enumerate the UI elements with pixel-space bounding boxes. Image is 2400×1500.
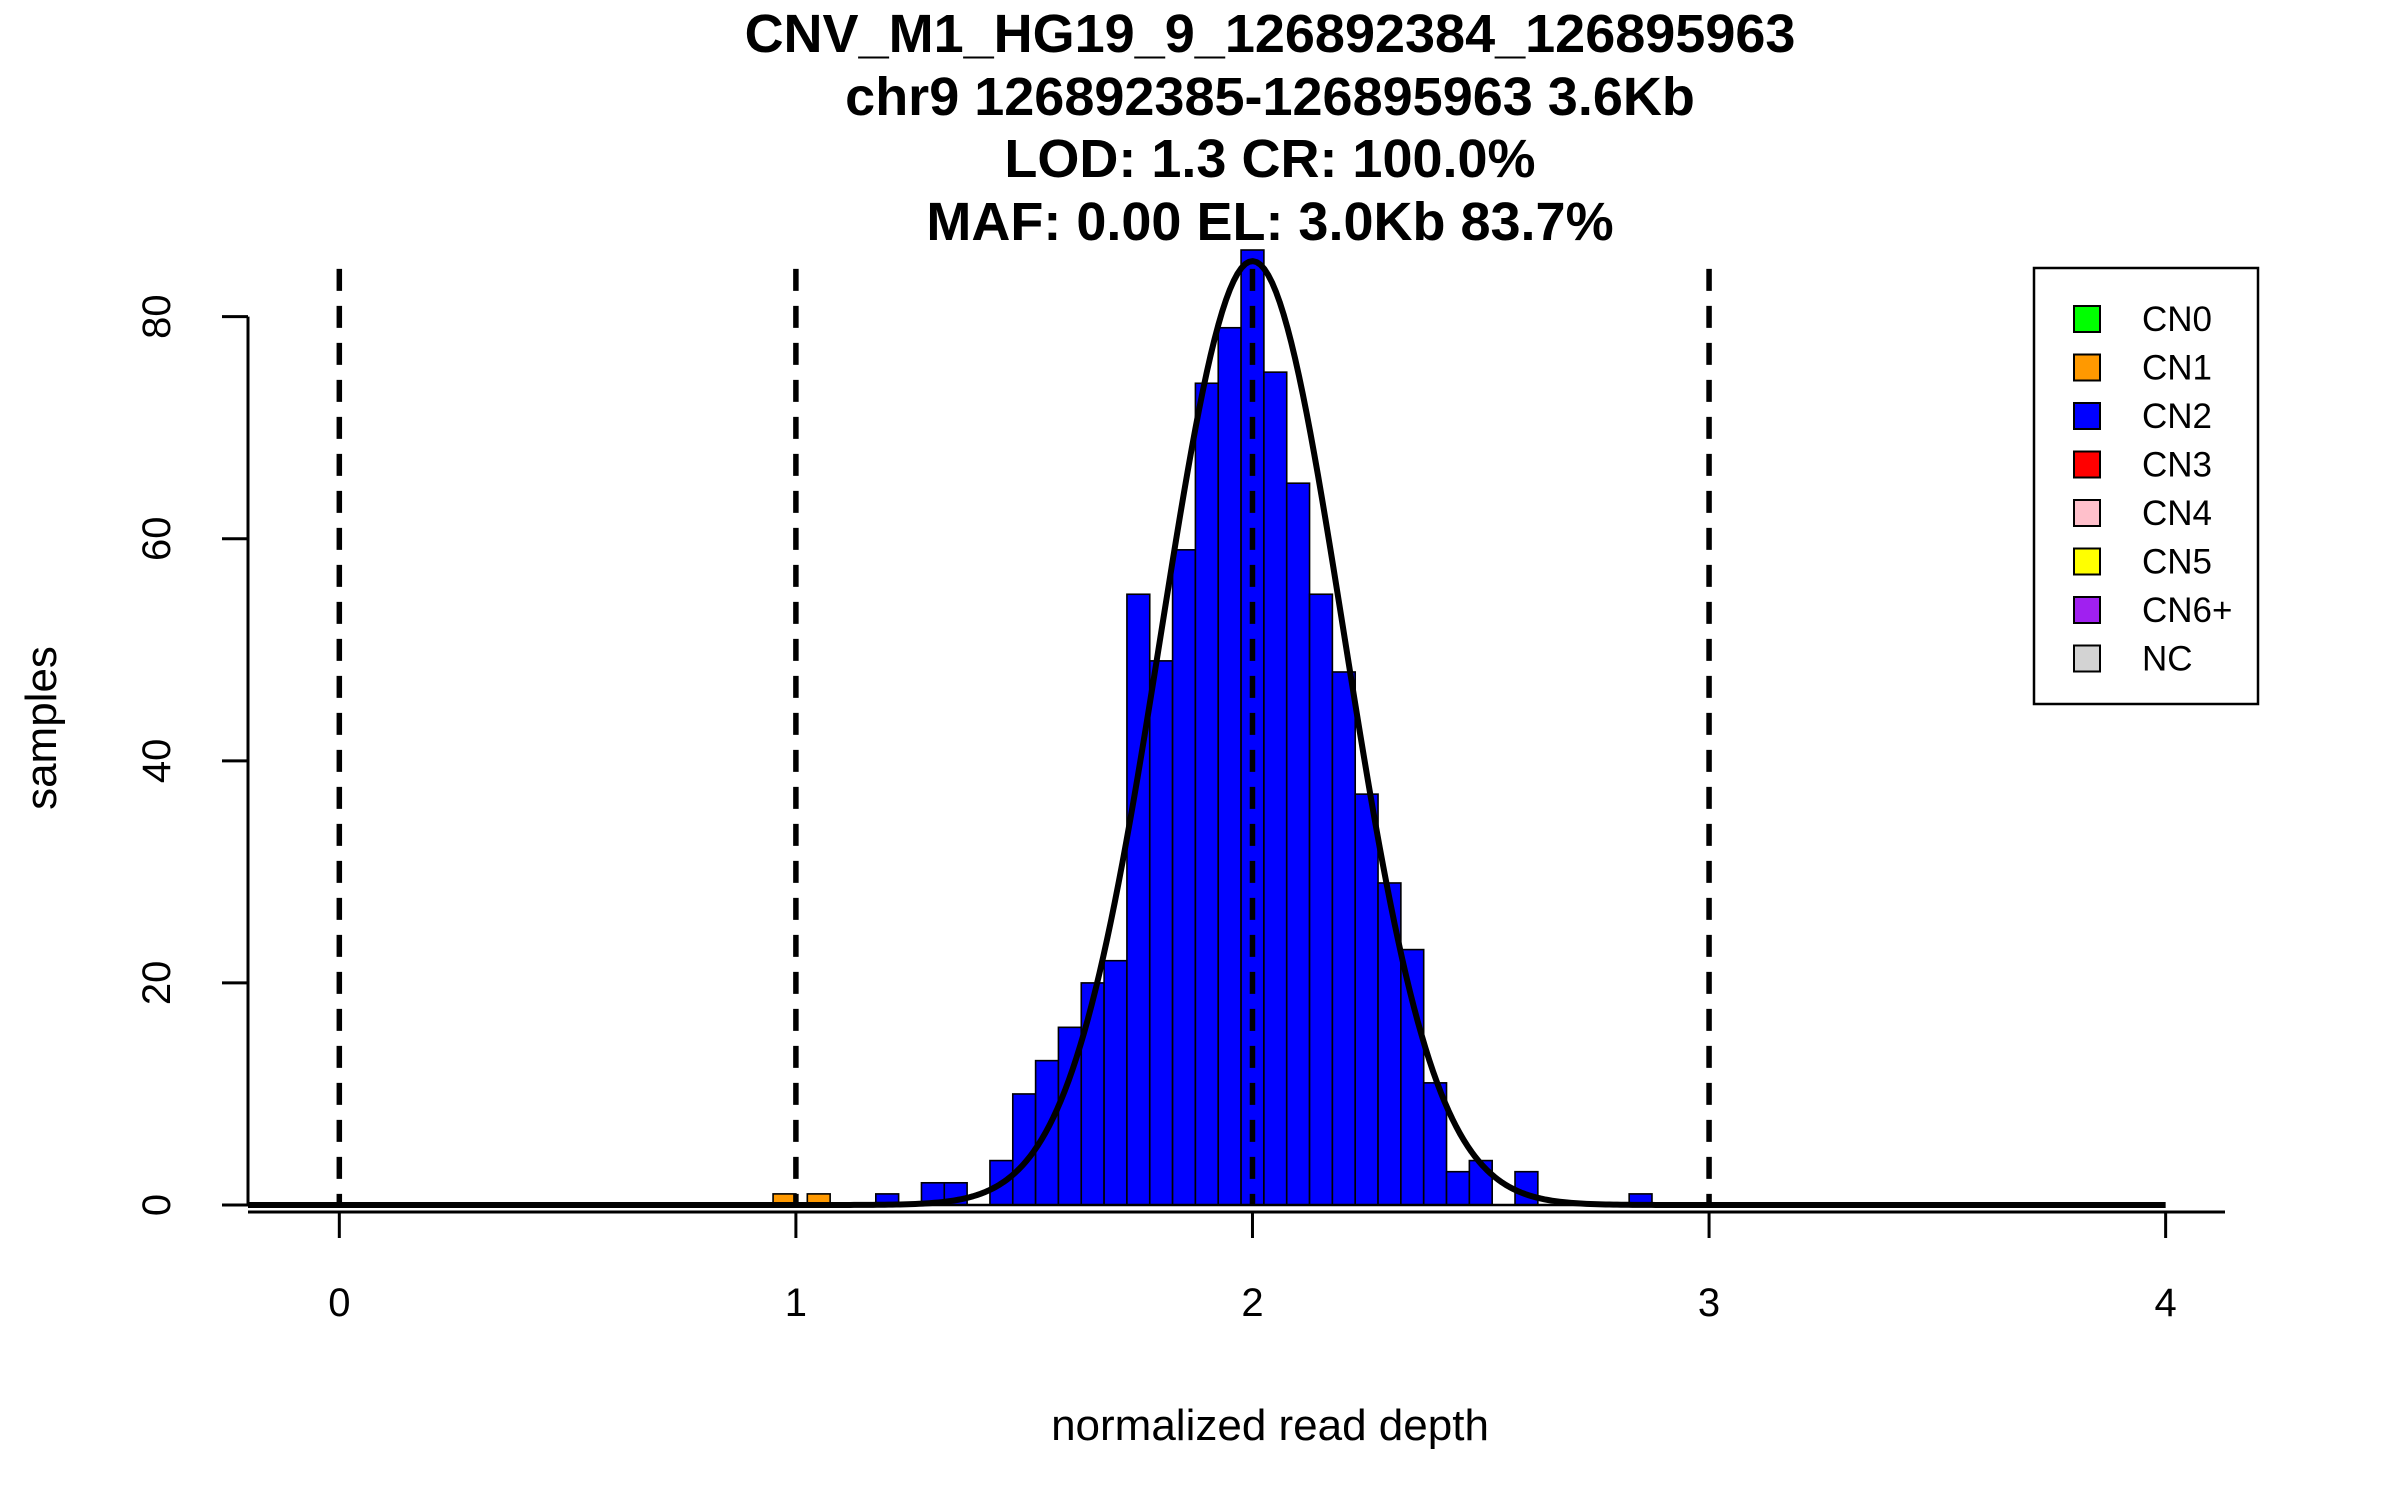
histogram-bar-cn2-15 xyxy=(1263,371,1288,1206)
fitted-density-curve xyxy=(248,258,2166,1208)
y-tick-label-20: 20 xyxy=(135,961,179,1006)
histogram-bar-cn2-10 xyxy=(1148,660,1174,1206)
title-line-maf: MAF: 0.00 EL: 3.0Kb 83.7% xyxy=(926,192,1613,252)
x-tick-label-0: 0 xyxy=(328,1281,350,1325)
histogram-bar-cn2-21 xyxy=(1400,948,1425,1206)
legend-swatch-cn1 xyxy=(2073,353,2101,382)
y-tick-label-80: 80 xyxy=(135,294,179,339)
legend-label-cn6plus: CN6+ xyxy=(2142,591,2232,630)
histogram-bar-cn2-9 xyxy=(1126,593,1151,1206)
legend-label-cn4: CN4 xyxy=(2142,494,2212,533)
histogram-bar-cn2-11 xyxy=(1171,549,1197,1206)
title-line-region: chr9 126892385-126895963 3.6Kb xyxy=(845,67,1695,127)
histogram-bar-cn2-12 xyxy=(1194,382,1220,1206)
y-axis-title: samples xyxy=(17,646,66,810)
legend-label-cn2: CN2 xyxy=(2142,397,2212,436)
legend-label-cn3: CN3 xyxy=(2142,446,2212,485)
legend-swatch-cn4 xyxy=(2073,499,2101,527)
legend-swatch-cn3 xyxy=(2073,450,2101,479)
legend-label-cn5: CN5 xyxy=(2142,543,2212,582)
histogram-bar-cn2-8 xyxy=(1103,959,1128,1206)
x-tick-label-3: 3 xyxy=(1698,1281,1720,1325)
x-axis-title: normalized read depth xyxy=(1051,1401,1489,1450)
title-line-lod: LOD: 1.3 CR: 100.0% xyxy=(1004,129,1535,189)
y-tick-label-0: 0 xyxy=(135,1194,179,1216)
legend-box xyxy=(2032,266,2260,706)
legend-swatch-cn2 xyxy=(2073,402,2101,430)
legend-label-cn0: CN0 xyxy=(2142,300,2212,339)
legend-swatch-cn5 xyxy=(2073,547,2101,576)
histogram-bar-cn2-18 xyxy=(1331,671,1357,1206)
y-tick-label-40: 40 xyxy=(135,739,179,784)
legend-label-cn1: CN1 xyxy=(2142,349,2212,388)
histogram-bar-cn2-13 xyxy=(1217,326,1242,1206)
histogram-bar-cn2-23 xyxy=(1445,1170,1471,1206)
histogram-bar-cn2-19 xyxy=(1354,793,1379,1206)
histogram-bars xyxy=(772,249,1653,1206)
legend-swatch-cn0 xyxy=(2073,305,2101,333)
title-line-cnv-id: CNV_M1_HG19_9_126892384_126895963 xyxy=(745,4,1796,64)
x-axis: 0 1 2 3 4 xyxy=(248,1210,2225,1325)
x-tick-label-2: 2 xyxy=(1241,1281,1263,1325)
x-tick-label-4: 4 xyxy=(2155,1281,2177,1325)
legend-label-nc: NC xyxy=(2142,640,2193,679)
histogram-bar-cn2-17 xyxy=(1308,593,1334,1206)
legend-swatch-nc xyxy=(2073,644,2101,673)
x-tick-label-1: 1 xyxy=(785,1281,807,1325)
y-axis: 0 20 40 60 80 xyxy=(135,294,250,1216)
y-tick-label-60: 60 xyxy=(135,516,179,561)
legend: CN0 CN1 CN2 CN3 CN4 CN5 CN6+ NC xyxy=(2032,266,2260,706)
chart-title: CNV_M1_HG19_9_126892384_126895963 chr9 1… xyxy=(745,4,1796,252)
histogram-bar-cn2-7 xyxy=(1080,982,1105,1206)
legend-swatch-cn6plus xyxy=(2073,596,2101,624)
histogram-bar-cn2-16 xyxy=(1285,482,1311,1206)
copy-number-boundaries xyxy=(336,268,1712,1205)
